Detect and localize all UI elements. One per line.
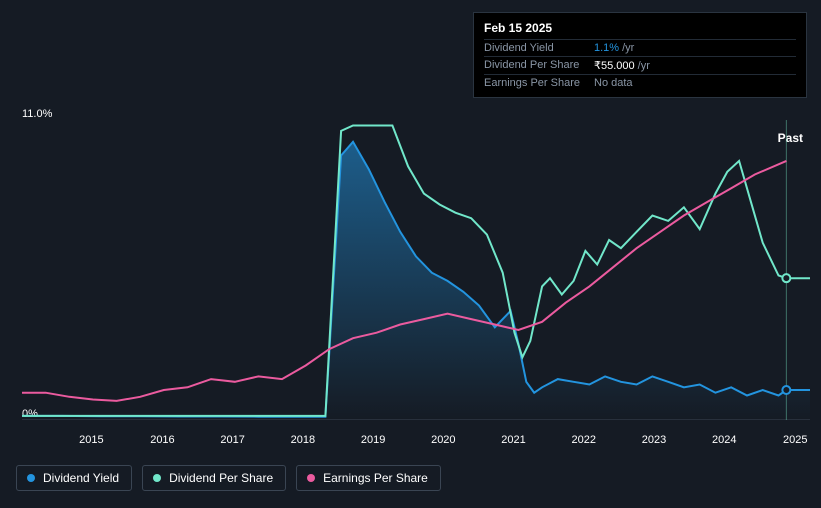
tooltip-value: 1.1%/yr [594, 42, 634, 54]
tooltip-label: Dividend Yield [484, 42, 594, 54]
legend-dot [27, 474, 35, 482]
tooltip-value: ₹55.000/yr [594, 59, 650, 72]
chart-plot-area[interactable] [22, 120, 810, 420]
legend-label: Dividend Per Share [169, 471, 273, 485]
legend-dividend-yield[interactable]: Dividend Yield [16, 465, 132, 491]
x-tick: 2015 [79, 434, 103, 446]
x-tick: 2022 [572, 434, 596, 446]
marker-dividend-yield [782, 386, 790, 394]
tooltip-value: No data [594, 77, 633, 89]
tooltip-row: Earnings Per Share No data [484, 74, 796, 91]
legend: Dividend Yield Dividend Per Share Earnin… [16, 465, 441, 491]
x-tick: 2024 [712, 434, 736, 446]
tooltip-row: Dividend Per Share ₹55.000/yr [484, 56, 796, 74]
x-tick: 2025 [783, 434, 807, 446]
x-tick: 2021 [501, 434, 525, 446]
x-tick: 2019 [361, 434, 385, 446]
tooltip-row: Dividend Yield 1.1%/yr [484, 39, 796, 56]
tooltip-label: Dividend Per Share [484, 59, 594, 72]
marker-dividend-per-share [782, 274, 790, 282]
legend-label: Earnings Per Share [323, 471, 428, 485]
y-axis-max: 11.0% [22, 108, 52, 120]
x-tick: 2018 [291, 434, 315, 446]
x-tick: 2016 [150, 434, 174, 446]
x-tick: 2023 [642, 434, 666, 446]
chart-container: Feb 15 2025 Dividend Yield 1.1%/yr Divid… [0, 0, 821, 508]
tooltip: Feb 15 2025 Dividend Yield 1.1%/yr Divid… [473, 12, 807, 98]
legend-earnings-per-share[interactable]: Earnings Per Share [296, 465, 441, 491]
legend-dot [307, 474, 315, 482]
tooltip-label: Earnings Per Share [484, 77, 594, 89]
legend-dot [153, 474, 161, 482]
x-tick: 2020 [431, 434, 455, 446]
chart-svg [22, 120, 810, 420]
area-dividend-yield [22, 142, 810, 420]
tooltip-date: Feb 15 2025 [484, 19, 796, 39]
x-tick: 2017 [220, 434, 244, 446]
legend-dividend-per-share[interactable]: Dividend Per Share [142, 465, 286, 491]
legend-label: Dividend Yield [43, 471, 119, 485]
